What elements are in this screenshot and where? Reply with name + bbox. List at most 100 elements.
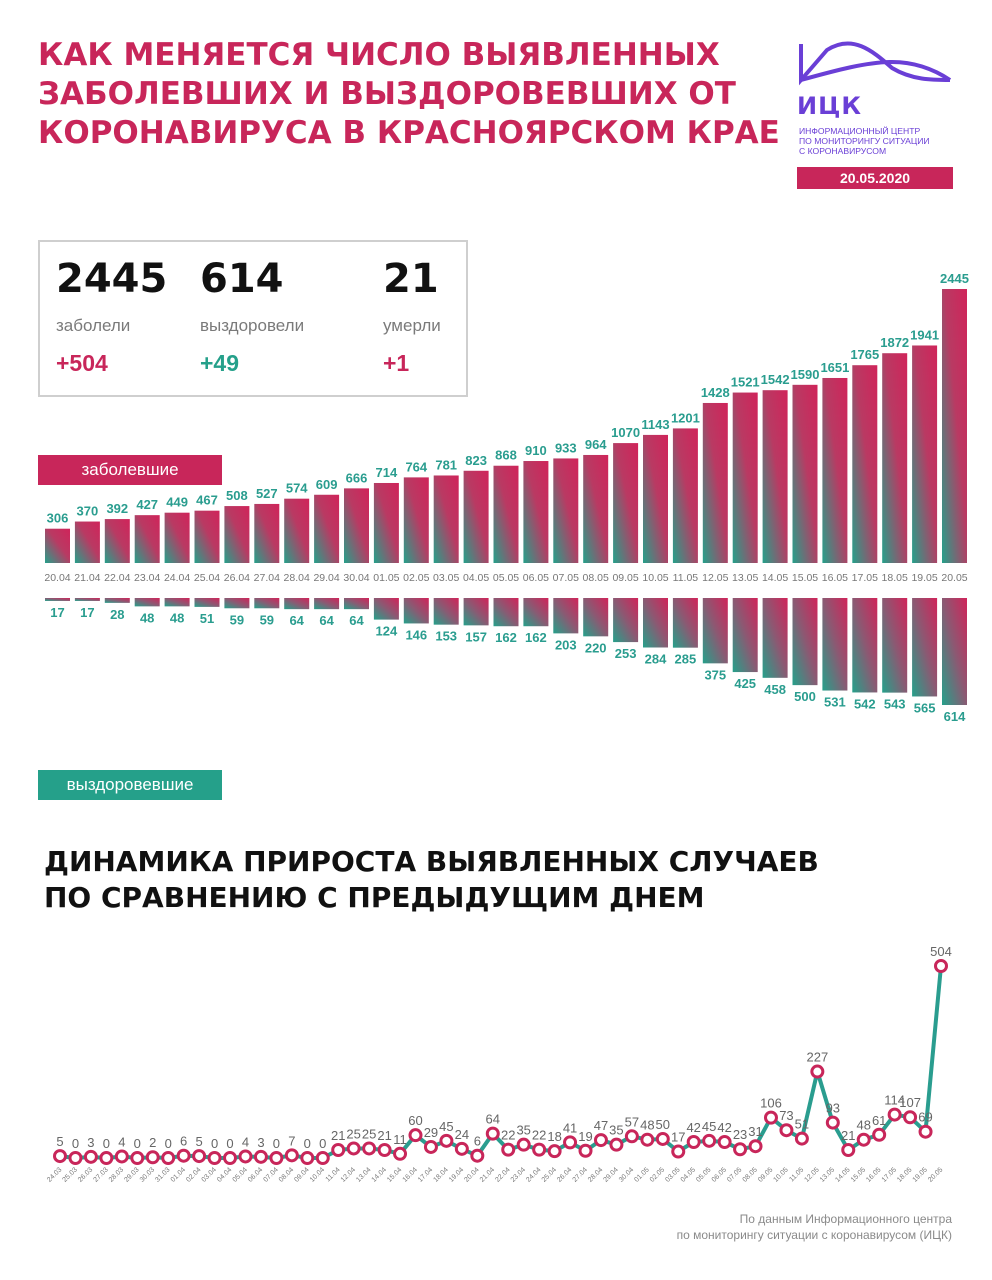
source-note: По данным Информационного центра по мони… [677, 1211, 952, 1243]
date-label: 18.05 [882, 572, 908, 584]
growth-date-label: 07.05 [726, 1166, 743, 1183]
bar-sick [134, 515, 160, 563]
bar-recovered [463, 598, 489, 626]
date-label: 06.05 [523, 572, 549, 584]
growth-point [346, 1141, 361, 1156]
growth-date-label: 18.05 [896, 1166, 913, 1183]
date-label: 11.05 [673, 572, 699, 584]
growth-date-label: 08.04 [278, 1166, 295, 1183]
growth-date-label: 09.05 [757, 1166, 774, 1183]
growth-date-label: 28.03 [108, 1166, 125, 1183]
growth-point-label: 69 [918, 1110, 932, 1125]
logo-subtitle-line: С КОРОНАВИРУСОМ [799, 146, 887, 156]
growth-date-label: 27.03 [92, 1166, 109, 1183]
date-label: 07.05 [553, 572, 579, 584]
bar-recovered [882, 598, 908, 693]
growth-date-label: 05.05 [695, 1166, 712, 1183]
bar-sick-label: 1941 [910, 327, 939, 342]
bar-recovered-label: 565 [914, 700, 936, 715]
growth-point-label: 48 [856, 1118, 870, 1133]
growth-date-label: 12.04 [340, 1166, 357, 1183]
bar-sick-label: 1070 [611, 425, 640, 440]
date-label: 27.04 [254, 572, 280, 584]
stats-box: 2445 заболели +504 614 выздоровели +49 2… [38, 240, 468, 397]
growth-date-label: 09.04 [293, 1166, 310, 1183]
growth-point-label: 0 [273, 1136, 280, 1151]
growth-point-label: 0 [103, 1136, 110, 1151]
bar-recovered [433, 598, 459, 625]
growth-point-label: 45 [439, 1119, 453, 1134]
bar-recovered [792, 598, 818, 686]
date-label: 10.05 [642, 572, 668, 584]
growth-point-label: 60 [408, 1113, 422, 1128]
bar-recovered-label: 153 [435, 629, 457, 644]
ick-logo: ИЦК ИНФОРМАЦИОННЫЙ ЦЕНТР ПО МОНИТОРИНГУ … [797, 40, 957, 156]
growth-point-label: 47 [594, 1118, 608, 1133]
growth-point-label: 23 [733, 1127, 747, 1142]
bar-sick-label: 666 [346, 470, 368, 485]
growth-point [439, 1133, 454, 1148]
growth-date-label: 22.04 [494, 1166, 511, 1183]
growth-point-label: 45 [702, 1119, 716, 1134]
growth-point [640, 1132, 655, 1147]
bar-sick [344, 488, 369, 563]
logo-subtitle-line: ПО МОНИТОРИНГУ СИТУАЦИИ [799, 136, 930, 146]
bar-recovered-label: 458 [764, 682, 786, 697]
date-label: 20.04 [44, 572, 70, 584]
bar-sick [912, 345, 938, 563]
growth-date-label: 01.04 [170, 1166, 187, 1183]
bar-sick-label: 2445 [940, 271, 969, 286]
bar-sick-label: 781 [435, 457, 457, 472]
bar-sick-label: 427 [136, 497, 158, 512]
growth-date-label: 26.04 [556, 1166, 573, 1183]
growth-point [810, 1064, 825, 1079]
growth-date-label: 30.03 [139, 1166, 156, 1183]
bar-recovered [852, 598, 878, 693]
growth-point [253, 1149, 268, 1164]
date-label: 23.04 [134, 572, 160, 584]
growth-date-label: 31.03 [154, 1166, 171, 1183]
growth-date-label: 16.04 [402, 1166, 419, 1183]
growth-date-label: 01.05 [633, 1166, 650, 1183]
bar-sick-label: 1143 [641, 417, 669, 432]
growth-point [362, 1141, 377, 1156]
bar-sick-label: 1590 [791, 367, 820, 382]
growth-point-label: 29 [424, 1125, 438, 1140]
growth-point [903, 1110, 918, 1125]
growth-point-label: 73 [779, 1108, 793, 1123]
bar-recovered [672, 598, 698, 648]
growth-point [825, 1115, 840, 1130]
growth-point [454, 1141, 469, 1156]
growth-point-label: 6 [180, 1134, 187, 1149]
date-label: 30.04 [343, 572, 369, 584]
growth-point [717, 1135, 732, 1149]
bar-recovered-label: 203 [555, 637, 577, 652]
stat-recovered-delta: +49 [200, 350, 240, 376]
bar-sick-label: 370 [77, 504, 99, 519]
bar-sick-label: 1872 [880, 335, 909, 350]
growth-point-label: 41 [563, 1120, 577, 1135]
date-label: 09.05 [612, 572, 638, 584]
growth-point-label: 0 [226, 1136, 233, 1151]
bar-recovered-label: 284 [645, 651, 667, 666]
growth-point-label: 4 [118, 1134, 125, 1149]
growth-point [918, 1124, 933, 1139]
growth-point-label: 4 [242, 1134, 249, 1149]
main-title-line: ЗАБОЛЕВШИХ И ВЫЗДОРОВЕВШИХ ОТ [38, 76, 736, 112]
growth-point-label: 21 [377, 1128, 391, 1143]
bar-recovered [643, 598, 668, 648]
growth-point [284, 1148, 299, 1163]
growth-point [593, 1133, 608, 1148]
source-note-line: По данным Информационного центра [739, 1212, 952, 1226]
bar-recovered [74, 598, 100, 601]
date-label: 17.05 [852, 572, 878, 584]
growth-point-label: 57 [625, 1114, 639, 1129]
stat-died-label: умерли [383, 316, 441, 335]
bar-recovered [523, 598, 549, 627]
bar-recovered [912, 598, 938, 697]
growth-point-label: 0 [134, 1136, 141, 1151]
bar-recovered-label: 253 [615, 646, 637, 661]
growth-point [423, 1139, 438, 1154]
source-note-line: по мониторингу ситуации с коронавирусом … [676, 1228, 952, 1242]
